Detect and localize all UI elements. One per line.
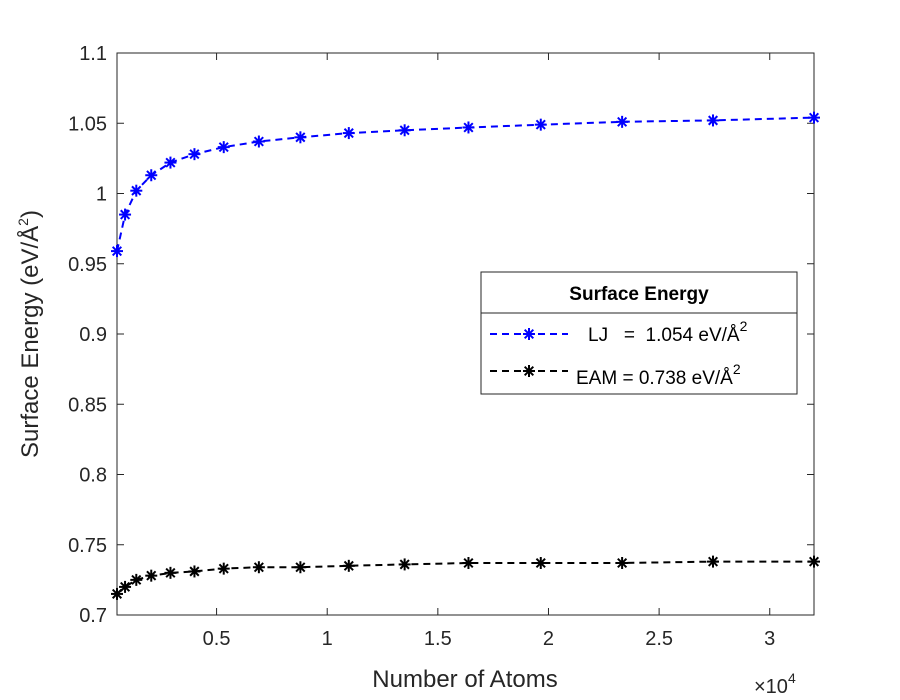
data-point-marker bbox=[462, 557, 475, 570]
data-point-marker bbox=[294, 131, 307, 144]
data-point-marker bbox=[252, 135, 265, 148]
legend-entry-lj: LJ = 1.054 eV/Å2 bbox=[588, 318, 748, 346]
data-point-marker bbox=[119, 580, 132, 593]
data-point-marker bbox=[342, 127, 355, 140]
data-point-marker bbox=[294, 561, 307, 574]
y-tick-label: 0.85 bbox=[68, 394, 107, 416]
data-point-marker bbox=[398, 558, 411, 571]
x-tick-label: 1 bbox=[322, 628, 333, 650]
y-tick-label: 0.95 bbox=[68, 254, 107, 276]
data-point-marker bbox=[217, 562, 230, 575]
data-point-marker bbox=[707, 555, 720, 568]
x-tick-label: 2 bbox=[543, 628, 554, 650]
data-point-marker bbox=[164, 156, 177, 169]
legend-marker-glyph bbox=[523, 365, 535, 377]
y-tick-label: 1.1 bbox=[79, 43, 107, 65]
data-point-marker bbox=[111, 587, 123, 600]
data-point-marker bbox=[145, 169, 158, 182]
x-tick-label: 3 bbox=[764, 628, 775, 650]
data-point-marker bbox=[808, 111, 820, 124]
y-tick-label: 0.7 bbox=[79, 605, 107, 627]
data-point-marker bbox=[462, 121, 475, 134]
legend-entry-eam: EAM = 0.738 eV/Å2 bbox=[576, 361, 741, 389]
y-tick-label: 1 bbox=[96, 184, 107, 206]
data-point-marker bbox=[188, 565, 201, 578]
series-line-0 bbox=[116, 116, 815, 252]
data-point-marker bbox=[164, 566, 177, 579]
data-point-marker bbox=[342, 559, 355, 572]
x-axis-label: Number of Atoms bbox=[372, 666, 557, 693]
data-point-marker bbox=[616, 557, 629, 570]
data-point-marker bbox=[130, 573, 143, 586]
legend: Surface Energy LJ = 1.054 eV/Å2 EAM = 0.… bbox=[480, 271, 798, 395]
y-tick-label: 0.8 bbox=[79, 465, 107, 487]
y-axis-label: Surface Energy (eV/Å2) bbox=[15, 210, 44, 458]
series-line-1 bbox=[116, 560, 814, 595]
x-axis-multiplier: ×104 bbox=[754, 670, 796, 698]
y-tick-label: 0.75 bbox=[68, 535, 107, 557]
data-point-marker bbox=[119, 208, 132, 221]
legend-marker-glyph bbox=[523, 328, 535, 340]
data-point-marker bbox=[808, 555, 820, 568]
legend-title: Surface Energy bbox=[569, 284, 709, 305]
legend-marker-eam bbox=[523, 365, 535, 377]
x-tick-label: 1.5 bbox=[424, 628, 452, 650]
data-point-marker bbox=[145, 569, 158, 582]
x-tick-label: 2.5 bbox=[645, 628, 673, 650]
data-point-marker bbox=[252, 561, 265, 574]
y-tick-label: 1.05 bbox=[68, 113, 107, 135]
data-point-marker bbox=[616, 115, 629, 128]
data-point-marker bbox=[534, 118, 547, 131]
legend-marker-lj bbox=[523, 328, 535, 340]
data-point-marker bbox=[217, 141, 230, 154]
data-point-marker bbox=[707, 114, 720, 127]
data-point-marker bbox=[398, 124, 411, 137]
data-point-marker bbox=[111, 245, 123, 258]
data-point-marker bbox=[130, 184, 143, 197]
y-tick-label: 0.9 bbox=[79, 324, 107, 346]
data-point-marker bbox=[188, 148, 201, 161]
data-point-marker bbox=[534, 557, 547, 570]
x-tick-label: 0.5 bbox=[203, 628, 231, 650]
